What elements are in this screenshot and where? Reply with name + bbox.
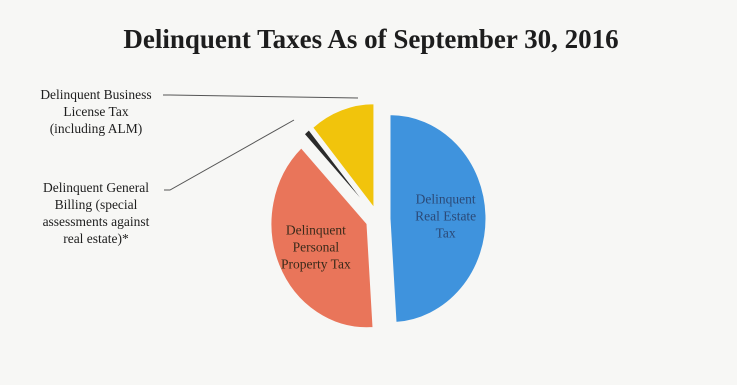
leader-line-delinquent-business-license-tax-including-alm	[163, 94, 359, 99]
chart-title: Delinquent Taxes As of September 30, 201…	[123, 24, 618, 54]
callout-leaders	[163, 94, 359, 191]
slice-delinquent-business-license-tax-including-alm	[312, 103, 375, 210]
slice-labels: Delinquent Real Estate Tax Delinquent Person…	[40, 87, 476, 272]
slice-delinquent-personal-property-tax	[270, 147, 374, 329]
slice-delinquent-general-billing-special-assessments-against-real-estate	[303, 129, 371, 211]
slice-delinquent-real-estate-tax	[389, 114, 487, 323]
callout-label-delinquent-general-billing-special-assessments-against-real-estate: Delinquent General Billing (special assess…	[43, 180, 150, 246]
callout-label-delinquent-business-license-tax-including-alm: Delinquent Business License Tax (including…	[40, 87, 151, 136]
pie-slices	[270, 103, 487, 329]
leader-line-delinquent-general-billing-special-assessments-against-real-estate	[164, 119, 295, 191]
slice-label-delinquent-real-estate-tax: Delinquent Real Estate Tax	[415, 192, 476, 241]
slice-label-delinquent-personal-property-tax: Delinquent Personal Property Tax	[281, 223, 351, 272]
